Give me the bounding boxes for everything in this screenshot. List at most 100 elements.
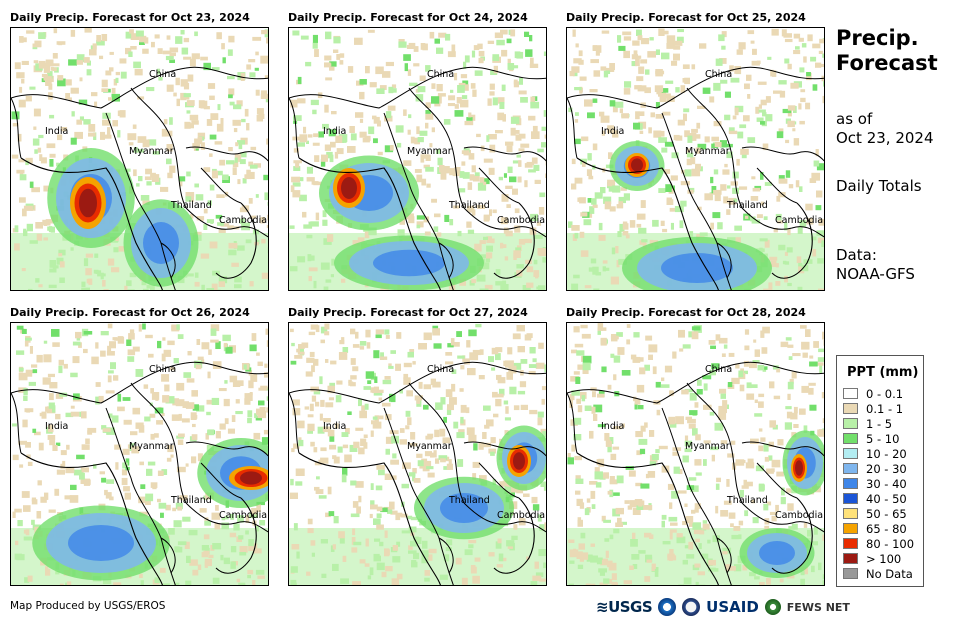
map-label-myanmar: Myanmar [685,441,730,452]
fews-globe-icon [764,599,781,615]
map-label-india: India [601,421,625,432]
map-label-india: India [323,126,347,137]
legend-swatch [843,388,858,399]
map-label-india: India [601,126,625,137]
daily-totals-text: Daily Totals [836,177,922,195]
map-label-thailand: Thailand [449,495,490,506]
map-label-cambodia: Cambodia [219,510,268,521]
usaid-logo: USAID [706,598,759,616]
map-label-myanmar: Myanmar [685,146,730,157]
map-label-thailand: Thailand [171,200,212,211]
map-label-china: China [705,364,733,375]
legend-swatch [843,493,858,504]
legend-swatch [843,418,858,429]
map-label-cambodia: Cambodia [775,215,824,226]
sidebar-title: Precip. Forecast [836,26,938,76]
legend-swatch [843,568,858,579]
legend-swatch [843,508,858,519]
legend-swatch [843,553,858,564]
legend-item: 80 - 100 [843,536,914,551]
precip-map: China India Myanmar Thailand Cambodia [566,27,825,291]
legend-label: 20 - 30 [866,461,907,476]
legend-item: 0.1 - 1 [843,401,903,416]
data-source-value: NOAA-GFS [836,265,915,283]
legend-swatch [843,433,858,444]
footer-credit: Map Produced by USGS/EROS [10,600,166,612]
map-label-myanmar: Myanmar [407,146,452,157]
legend-label: No Data [866,566,913,581]
precip-map: China India Myanmar Thailand Cambodia [288,27,547,291]
panel-title: Daily Precip. Forecast for Oct 26, 2024 [10,306,250,319]
legend-item: 30 - 40 [843,476,907,491]
legend-label: 5 - 10 [866,431,900,446]
map-label-china: China [427,69,455,80]
legend-item: 1 - 5 [843,416,892,431]
map-label-thailand: Thailand [449,200,490,211]
map-label-india: India [323,421,347,432]
precip-map: China India Myanmar Thailand Cambodia [566,322,825,586]
legend-label: 65 - 80 [866,521,907,536]
as-of-text: as of Oct 23, 2024 [836,110,934,148]
map-label-thailand: Thailand [171,495,212,506]
legend-item: 20 - 30 [843,461,907,476]
legend-label: 10 - 20 [866,446,907,461]
legend-swatch [843,523,858,534]
panel-title: Daily Precip. Forecast for Oct 24, 2024 [288,11,528,24]
map-label-myanmar: Myanmar [129,146,174,157]
legend-label: 0.1 - 1 [866,401,904,416]
data-source-text: Data: NOAA-GFS [836,246,915,284]
map-label-myanmar: Myanmar [129,441,174,452]
map-label-cambodia: Cambodia [497,510,546,521]
legend-swatch [843,403,858,414]
legend-label: 80 - 100 [866,536,915,551]
legend-item: 50 - 65 [843,506,907,521]
legend-title: PPT (mm) [847,365,919,380]
sidebar-title-line2: Forecast [836,51,938,75]
precip-map: China India Myanmar Thailand Cambodia [10,27,269,291]
map-label-india: India [45,421,69,432]
agency-logos: ≋USGS USAID FEWS NET [596,597,850,617]
map-label-cambodia: Cambodia [219,215,268,226]
map-label-china: China [149,364,177,375]
legend-item: > 100 [843,551,901,566]
legend-label: 30 - 40 [866,476,907,491]
panel-title: Daily Precip. Forecast for Oct 25, 2024 [566,11,806,24]
map-label-thailand: Thailand [727,495,768,506]
map-label-thailand: Thailand [727,200,768,211]
legend-label: 0 - 0.1 [866,386,904,401]
precip-map: China India Myanmar Thailand Cambodia [288,322,547,586]
panel-title: Daily Precip. Forecast for Oct 27, 2024 [288,306,528,319]
data-source-label: Data: [836,246,877,264]
legend-label: 1 - 5 [866,416,893,431]
sidebar-title-line1: Precip. [836,26,919,50]
as-of-label: as of [836,110,873,128]
legend-item: 0 - 0.1 [843,386,903,401]
map-label-china: China [149,69,177,80]
legend-swatch [843,463,858,474]
legend-label: 50 - 65 [866,506,907,521]
legend-item: 40 - 50 [843,491,907,506]
legend-label: 40 - 50 [866,491,907,506]
legend-swatch [843,478,858,489]
map-label-china: China [705,69,733,80]
doi-seal-icon [682,598,701,616]
legend-label: > 100 [866,551,902,566]
panel-title: Daily Precip. Forecast for Oct 23, 2024 [10,11,250,24]
map-label-cambodia: Cambodia [497,215,546,226]
legend-item: 5 - 10 [843,431,899,446]
legend-swatch [843,448,858,459]
map-label-china: China [427,364,455,375]
noaa-logo-icon [658,598,677,616]
map-label-cambodia: Cambodia [775,510,824,521]
legend-item: 10 - 20 [843,446,907,461]
legend-swatch [843,538,858,549]
legend-item: 65 - 80 [843,521,907,536]
legend-item: No Data [843,566,913,581]
precip-map: China India Myanmar Thailand Cambodia [10,322,269,586]
as-of-date: Oct 23, 2024 [836,129,934,147]
panel-title: Daily Precip. Forecast for Oct 28, 2024 [566,306,806,319]
fews-net-logo: FEWS NET [786,600,850,614]
usgs-logo: ≋USGS [596,598,653,616]
map-label-india: India [45,126,69,137]
